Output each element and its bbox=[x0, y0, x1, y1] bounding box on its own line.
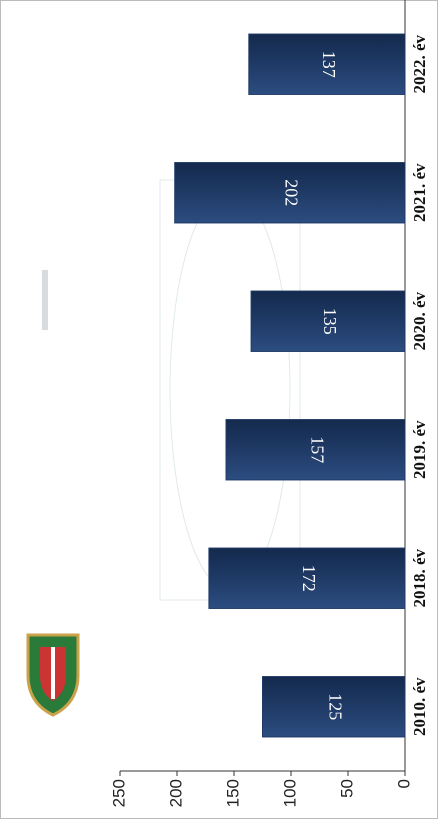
x-tick-label: 2019. év bbox=[410, 420, 429, 479]
y-tick-label: 200 bbox=[166, 779, 185, 807]
value-label: 135 bbox=[320, 308, 340, 335]
bar bbox=[225, 419, 406, 481]
y-tick-label: 150 bbox=[223, 779, 242, 807]
x-tick-label: 2020. év bbox=[410, 291, 429, 350]
bar bbox=[174, 162, 406, 224]
y-tick-label: 250 bbox=[109, 779, 128, 807]
logo bbox=[26, 633, 80, 717]
bar bbox=[248, 33, 406, 95]
bar bbox=[250, 290, 406, 352]
x-tick-label: 2022. év bbox=[410, 34, 429, 93]
x-tick-label: 2021. év bbox=[410, 163, 429, 222]
value-label: 137 bbox=[319, 51, 339, 78]
value-label: 125 bbox=[326, 693, 346, 720]
value-label: 202 bbox=[282, 179, 302, 206]
y-tick-label: 0 bbox=[394, 779, 413, 788]
y-tick-label: 50 bbox=[337, 779, 356, 798]
bar bbox=[208, 547, 406, 609]
x-tick-label: 2018. év bbox=[410, 548, 429, 607]
bar bbox=[262, 676, 406, 738]
value-label: 172 bbox=[299, 565, 319, 592]
x-tick-label: 2010. év bbox=[410, 677, 429, 736]
value-label: 157 bbox=[307, 436, 327, 463]
y-tick-label: 100 bbox=[280, 779, 299, 807]
